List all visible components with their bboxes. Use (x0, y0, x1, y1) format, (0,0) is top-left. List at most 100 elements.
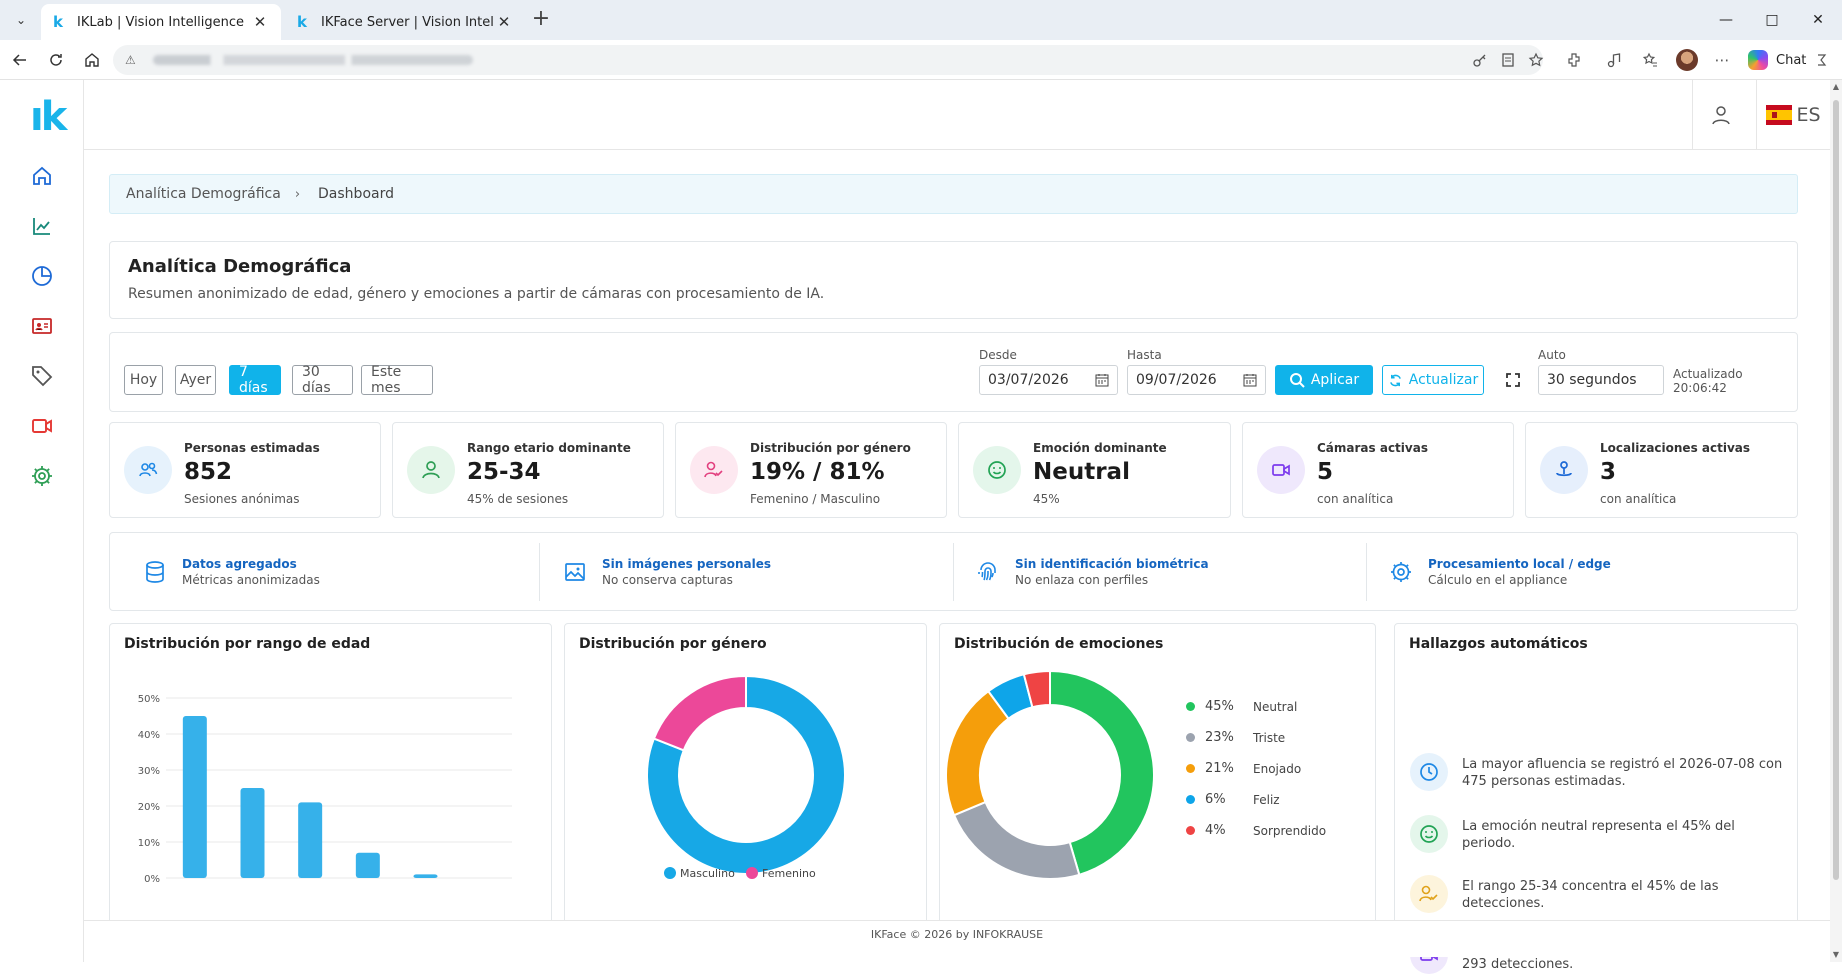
site-info-icon[interactable]: ⚠ (125, 53, 136, 67)
refresh-icon (1389, 374, 1401, 386)
tab-title: IKFace Server | Vision Intelligence (321, 14, 495, 30)
legend-dot (1186, 764, 1195, 773)
legend-item: 45% Neutral (1186, 699, 1297, 714)
close-window-button[interactable]: ✕ (1812, 12, 1824, 28)
privacy-sub: No conserva capturas (602, 573, 733, 587)
app-root: ık ES Analítica D (0, 80, 1830, 974)
sidebar-item-tags[interactable] (26, 360, 58, 392)
legend-percent: 23% (1205, 730, 1234, 745)
reader-view-icon[interactable] (1498, 50, 1518, 70)
divider (953, 543, 954, 601)
kpi-card-cameras: Cámaras activas 5 con analítica (1242, 422, 1514, 518)
quick-filter-7-days[interactable]: 7 días (229, 364, 281, 396)
ik-logo[interactable]: ık (30, 94, 67, 140)
legend-item: 23% Triste (1186, 730, 1285, 745)
close-tab-icon[interactable]: ✕ (253, 13, 267, 31)
calendar-icon[interactable] (1095, 373, 1109, 387)
maximize-button[interactable]: □ (1765, 12, 1779, 28)
sidebar-item-analytics[interactable] (26, 210, 58, 242)
gear-icon (1386, 557, 1416, 587)
gender-donut-chart: Masculino Femenino (646, 674, 846, 880)
finding-text: El rango 25-34 concentra el 45% de las d… (1462, 879, 1719, 911)
legend-label: Enojado (1253, 761, 1302, 776)
gender-chart-card: Distribución por género Masculino Femenin… (564, 623, 927, 933)
language-selector[interactable]: ES (1756, 80, 1830, 150)
sidebar-item-reports[interactable] (26, 260, 58, 292)
media-icon[interactable] (1604, 50, 1624, 70)
app-topbar: ES (84, 80, 1830, 150)
apply-button[interactable]: Aplicar (1275, 365, 1373, 395)
fullscreen-button[interactable] (1502, 369, 1524, 391)
extensions-icon[interactable] (1564, 50, 1584, 70)
kpi-label: Rango etario dominante (467, 441, 631, 455)
favorites-icon[interactable] (1640, 50, 1660, 70)
home-button[interactable] (78, 48, 106, 72)
kpi-sub: con analítica (1600, 492, 1677, 506)
user-menu-button[interactable] (1692, 80, 1748, 150)
back-button[interactable] (6, 48, 34, 72)
apply-label: Aplicar (1310, 372, 1360, 388)
kpi-value: 852 (184, 459, 233, 485)
smile-icon (1410, 815, 1448, 853)
kpi-value: 3 (1600, 459, 1617, 485)
refresh-button[interactable]: Actualizar (1382, 365, 1484, 395)
browser-tab[interactable]: k IKFace Server | Vision Intelligence ✕ (285, 4, 525, 40)
profile-avatar[interactable] (1676, 49, 1698, 71)
legend-item: 6% Feliz (1186, 792, 1280, 807)
to-date-input[interactable]: 09/07/2026 (1127, 365, 1266, 395)
tab-actions-menu-button[interactable]: ⌄ (15, 13, 27, 27)
legend-dot-femenino (746, 867, 758, 879)
auto-refresh-select[interactable]: 30 segundos (1538, 365, 1664, 395)
key-icon[interactable] (1470, 50, 1490, 70)
close-tab-icon[interactable]: ✕ (497, 13, 511, 31)
scroll-down-icon[interactable]: ▼ (1832, 950, 1840, 959)
url-field[interactable]: ⚠ (113, 45, 1543, 75)
y-tick-label: 40% (138, 730, 160, 741)
age-chart-card: Distribución por rango de edad 0% 10% 20% 3… (109, 623, 552, 933)
favorite-star-icon[interactable] (1526, 50, 1546, 70)
refresh-label: Actualizar (1408, 372, 1479, 388)
quick-filter-this-month[interactable]: Este mes (361, 364, 433, 396)
calendar-icon[interactable] (1243, 373, 1257, 387)
bar-35-44 (240, 788, 265, 878)
age-bar-chart: 0%10%20%30%40%50%25-3435-4418-2445-5455-… (138, 694, 512, 884)
chat-label: Chat (1776, 52, 1807, 68)
quick-filter-today[interactable]: Hoy (124, 365, 163, 395)
tag-icon (32, 366, 53, 387)
sidebar-item-home[interactable] (26, 160, 58, 192)
auto-refresh-value: 30 segundos (1547, 372, 1637, 388)
findings-card: Hallazgos automáticos (1394, 623, 1798, 933)
finding-item: La mayor afluencia se registró el 2026-0… (1410, 753, 1790, 791)
copilot-chat-button[interactable]: Chat (1748, 48, 1806, 72)
more-options-icon[interactable]: ⋯ (1714, 51, 1730, 69)
kpi-sub: 45% (1033, 492, 1060, 506)
sidebar-toggle-icon[interactable] (1812, 50, 1832, 70)
kpi-label: Personas estimadas (184, 441, 320, 455)
scrollbar-thumb[interactable] (1833, 100, 1839, 880)
legend-label: Masculino (680, 867, 735, 880)
new-tab-button[interactable]: + (531, 6, 551, 31)
browser-tab-active[interactable]: k IKLab | Vision Intelligence ✕ (41, 4, 281, 40)
sidebar-item-cameras[interactable] (26, 410, 58, 442)
page-scrollbar[interactable]: ▲ ▼ (1830, 80, 1842, 962)
quick-filter-30-days[interactable]: 30 días (292, 364, 353, 396)
breadcrumb-item[interactable]: Analítica Demográfica (126, 186, 281, 202)
slice-triste (952, 800, 1081, 880)
privacy-sub: No enlaza con perfiles (1015, 573, 1149, 587)
sidebar-item-people[interactable] (26, 310, 58, 342)
quick-filter-yesterday[interactable]: Ayer (175, 365, 216, 395)
chart-title: Distribución de emociones (954, 636, 1164, 652)
sidebar-item-settings[interactable] (26, 460, 58, 492)
filters-card: Hoy Ayer 7 días 30 días Este mes Desde 0… (109, 332, 1798, 412)
reload-button[interactable] (42, 48, 70, 72)
scroll-up-icon[interactable]: ▲ (1832, 82, 1840, 91)
legend-label: Neutral (1253, 699, 1298, 714)
pie-chart-icon (32, 266, 52, 286)
y-tick-label: 20% (138, 802, 160, 813)
minimize-button[interactable]: — (1719, 12, 1733, 28)
legend-percent: 4% (1205, 823, 1226, 838)
from-date-input[interactable]: 03/07/2026 (979, 365, 1118, 395)
spain-flag-icon (1766, 105, 1793, 125)
privacy-item-no-biometric: Sin identificación biométrica No enlaza c… (973, 533, 1209, 611)
kpi-value: 25-34 (467, 459, 541, 485)
